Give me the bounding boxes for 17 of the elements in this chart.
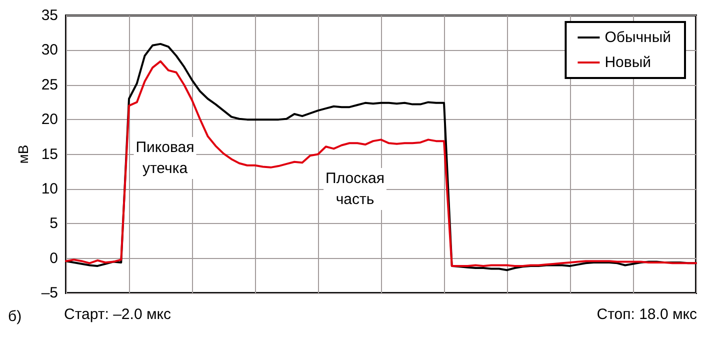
annotation: Плоская часть [326, 170, 384, 208]
text: Стоп: 18.0 мкс [596, 306, 698, 323]
y-tick-label: 10 [41, 180, 58, 198]
y-tick-label: 30 [41, 42, 58, 59]
y-tick-label: 0 [50, 250, 58, 267]
y-tick-label: 25 [41, 76, 58, 94]
text: б) [8, 308, 22, 325]
y-tick-label: –5 [41, 284, 58, 302]
y-tick-label: 15 [41, 146, 58, 163]
y-tick-label: 5 [50, 215, 58, 232]
y-axis-title: мВ [15, 144, 31, 164]
legend-label: Обычный [604, 29, 672, 46]
annotation: Пиковая утечка [136, 139, 194, 177]
text: Старт: –2.0 мкс [64, 306, 172, 323]
y-tick-label: 35 [41, 7, 58, 24]
legend-label: Новый [604, 54, 652, 71]
y-tick-label: 20 [41, 111, 58, 128]
